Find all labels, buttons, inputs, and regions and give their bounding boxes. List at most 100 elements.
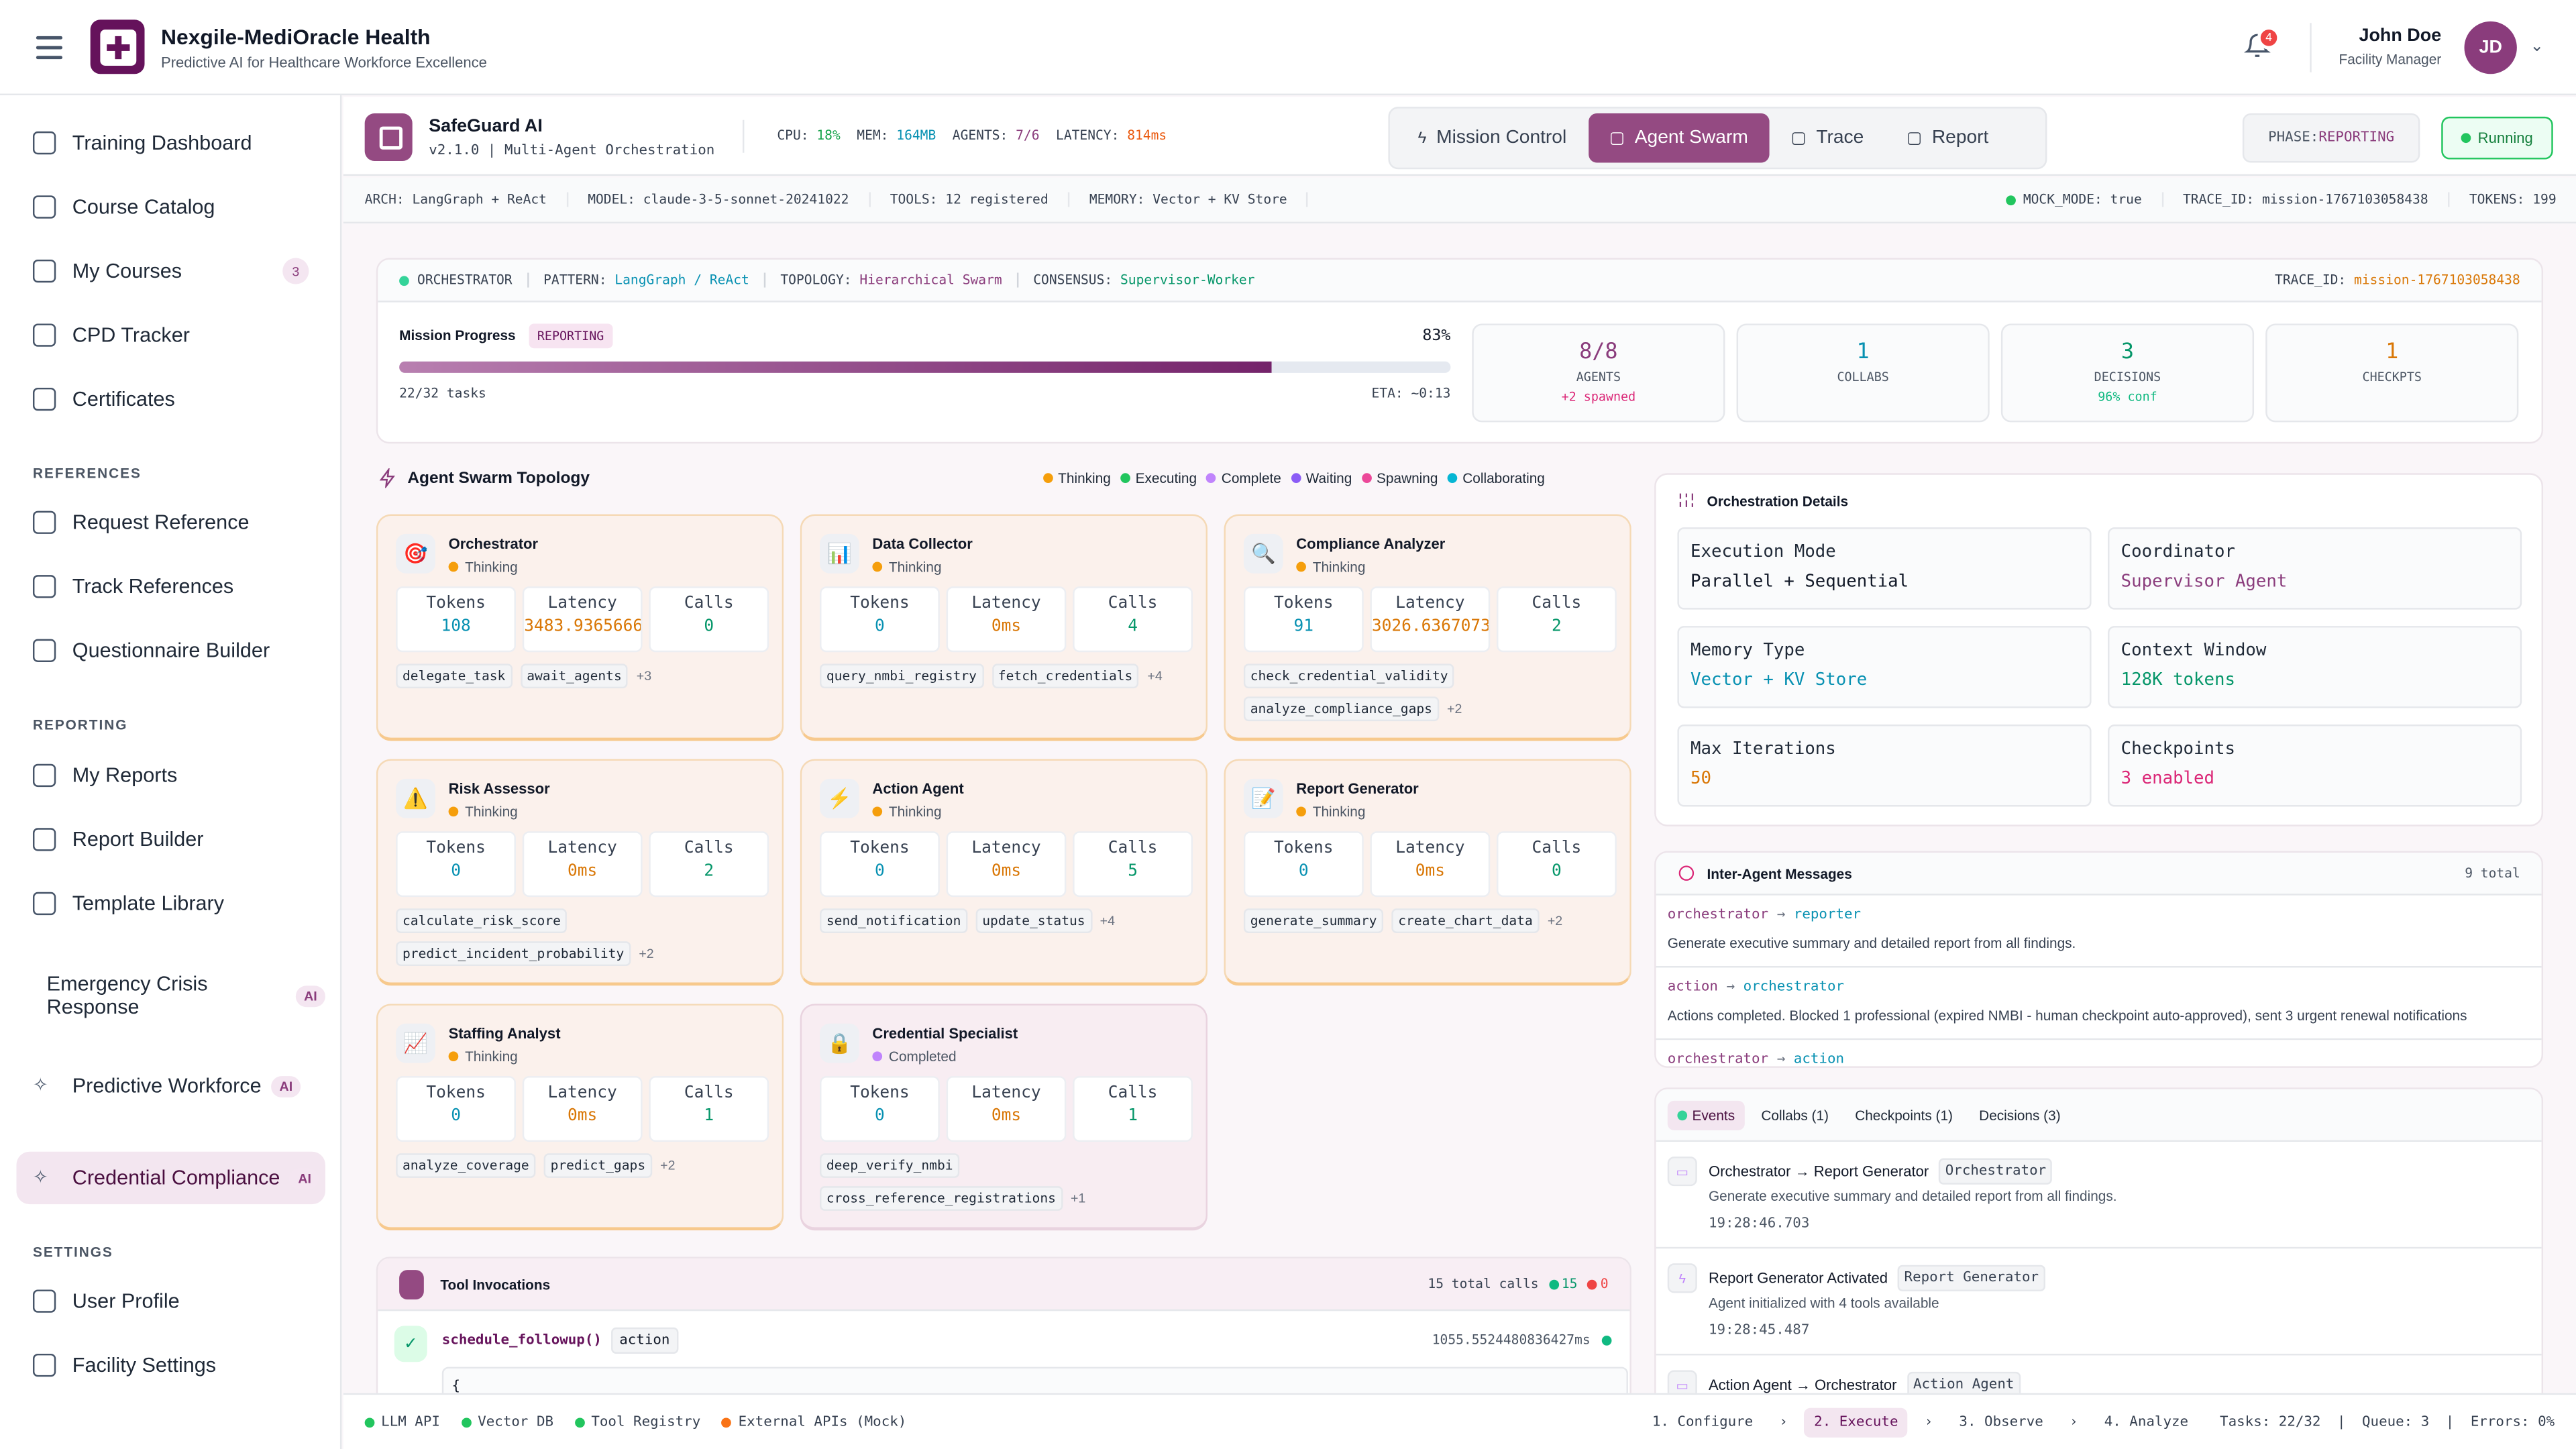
tab-report[interactable]: ▢ Report: [1885, 113, 2010, 162]
sidebar-item[interactable]: ✧ Predictive Workforce AI: [16, 1060, 325, 1112]
tool-chip[interactable]: send_notification: [820, 908, 968, 934]
tab-mission-control[interactable]: ϟ Mission Control: [1397, 113, 1588, 162]
top-bar: Nexgile-MediOracle Health Predictive AI f…: [0, 0, 2576, 96]
tool-chip[interactable]: delegate_task: [396, 663, 513, 689]
sidebar-item-label: User Profile: [72, 1289, 180, 1313]
agent-icon: 🔍: [1243, 533, 1283, 574]
orchestrator-meta: ORCHESTRATOR PATTERN: LangGraph / ReAct …: [378, 259, 2542, 303]
agent-card[interactable]: ⚠️ Risk Assessor Thinking Tokens 0 Latency…: [376, 759, 784, 986]
sidebar-item[interactable]: Facility Settings: [16, 1339, 325, 1391]
message-item[interactable]: orchestrator → action: [1656, 1040, 2542, 1066]
sidebar-item[interactable]: Course Catalog: [16, 180, 325, 233]
sidebar-item[interactable]: CPD Tracker: [16, 309, 325, 361]
sidebar-item-label: Request Reference: [72, 511, 250, 534]
tool-chip[interactable]: create_chart_data: [1391, 908, 1540, 934]
agent-card[interactable]: 🔍 Compliance Analyzer Thinking Tokens 91 L…: [1224, 514, 1631, 741]
tool-chip[interactable]: cross_reference_registrations: [820, 1186, 1063, 1211]
message-item[interactable]: orchestrator → reporter Generate executiv…: [1656, 896, 2542, 968]
tab-label: Mission Control: [1436, 128, 1567, 148]
sidebar-item[interactable]: Emergency Crisis Response AI: [16, 969, 325, 1022]
agent-status: Thinking: [448, 804, 518, 820]
agent-metric-tokens: Tokens 0: [820, 1076, 940, 1142]
agent-card[interactable]: 🔒 Credential Specialist Completed Tokens…: [800, 1004, 1208, 1231]
tools-error-count: 0: [1600, 1276, 1609, 1291]
message-item[interactable]: action → orchestrator Actions completed. …: [1656, 967, 2542, 1040]
more-tools[interactable]: +2: [660, 1158, 676, 1173]
progress-label: Mission Progress: [399, 327, 516, 343]
tool-chip[interactable]: check_credential_validity: [1243, 663, 1455, 689]
agent-metric-calls: Calls 4: [1073, 586, 1193, 653]
tool-chip[interactable]: update_status: [975, 908, 1092, 934]
detail-item: Memory Type Vector + KV Store: [1677, 626, 2092, 708]
tool-chip[interactable]: fetch_credentials: [991, 663, 1140, 689]
agent-card[interactable]: 🎯 Orchestrator Thinking Tokens 108 Latency…: [376, 514, 784, 741]
sidebar-item[interactable]: Template Library: [16, 877, 325, 930]
sidebar-item[interactable]: Request Reference: [16, 496, 325, 549]
agent-card[interactable]: 📝 Report Generator Thinking Tokens 0 Laten…: [1224, 759, 1631, 986]
events-tab[interactable]: Collabs (1): [1761, 1106, 1829, 1123]
tool-chip[interactable]: generate_summary: [1243, 908, 1384, 934]
sidebar-item[interactable]: Certificates: [16, 373, 325, 425]
sidebar: Training Dashboard Course Catalog My Cours…: [0, 95, 342, 1449]
sliders-icon: [1679, 493, 1694, 507]
tool-chip[interactable]: query_nmbi_registry: [820, 663, 983, 689]
sidebar-item[interactable]: My Reports: [16, 749, 325, 802]
workflow-step[interactable]: 1. Configure: [1652, 1413, 1754, 1430]
agent-card[interactable]: ⚡ Action Agent Thinking Tokens 0 Latency 0m…: [800, 759, 1208, 986]
events-tab[interactable]: Events: [1667, 1099, 1745, 1130]
agent-metric-latency: Latency 0ms: [1370, 831, 1491, 898]
tab-agent-swarm[interactable]: ▢ Agent Swarm: [1588, 113, 1770, 163]
tool-chip[interactable]: analyze_coverage: [396, 1153, 536, 1178]
workflow-step[interactable]: 2. Execute: [1804, 1407, 1909, 1437]
agent-icon: ⚠️: [396, 778, 435, 818]
more-tools[interactable]: +1: [1070, 1191, 1086, 1206]
notifications-button[interactable]: 4: [2243, 26, 2281, 62]
sidebar-item[interactable]: Questionnaire Builder: [16, 625, 325, 677]
more-tools[interactable]: +4: [1099, 913, 1115, 928]
sidebar-item[interactable]: User Profile: [16, 1275, 325, 1327]
orchestrator-label: ORCHESTRATOR: [417, 272, 529, 288]
running-status-button[interactable]: Running: [2441, 116, 2553, 160]
sidebar-item[interactable]: ✧ Credential Compliance AI: [16, 1151, 325, 1205]
more-tools[interactable]: +3: [636, 668, 652, 684]
library-icon: [32, 195, 56, 219]
tool-chip[interactable]: predict_gaps: [543, 1153, 652, 1178]
agent-card[interactable]: 📊 Data Collector Thinking Tokens 0 Latency…: [800, 514, 1208, 741]
workflow-step[interactable]: 4. Analyze: [2104, 1413, 2189, 1430]
stat-card: 1 COLLABS: [1736, 323, 1990, 423]
avatar[interactable]: JD: [2464, 21, 2517, 74]
footer-errors: Errors: 0%: [2470, 1413, 2555, 1430]
message-icon: ▭: [1667, 1157, 1697, 1187]
stat-extra: 96% conf: [2098, 389, 2157, 405]
agent-status: Thinking: [1296, 559, 1365, 575]
sidebar-item[interactable]: My Courses 3: [16, 245, 325, 297]
tool-chip[interactable]: predict_incident_probability: [396, 941, 631, 967]
app-title: Nexgile-MediOracle Health: [161, 23, 431, 49]
event-item[interactable]: ϟ Report Generator Activated Report Genera…: [1656, 1248, 2542, 1356]
more-tools[interactable]: +2: [1447, 701, 1462, 716]
more-tools[interactable]: +4: [1147, 668, 1163, 684]
events-tab[interactable]: Decisions (3): [1979, 1106, 2061, 1123]
more-tools[interactable]: +2: [1547, 913, 1563, 928]
event-item[interactable]: ▭ Orchestrator → Report Generator Orchestr…: [1656, 1142, 2542, 1249]
sidebar-item[interactable]: Track References: [16, 560, 325, 612]
tab-trace[interactable]: ▢ Trace: [1770, 113, 1886, 162]
sidebar-item[interactable]: Training Dashboard: [16, 117, 325, 169]
workflow-step[interactable]: 3. Observe: [1959, 1413, 2043, 1430]
chevron-right-icon: ›: [1924, 1413, 1933, 1430]
tool-chip[interactable]: analyze_compliance_gaps: [1243, 696, 1439, 722]
more-tools[interactable]: +2: [639, 946, 654, 961]
menu-icon[interactable]: [36, 35, 63, 58]
agent-app-title: SafeGuard AI: [429, 116, 543, 137]
user-info[interactable]: John Doe Facility Manager: [2339, 26, 2441, 67]
sidebar-item[interactable]: Report Builder: [16, 813, 325, 865]
sidebar-item-label: Credential Compliance: [72, 1166, 280, 1190]
tool-chip[interactable]: await_agents: [520, 663, 629, 689]
chevron-down-icon[interactable]: ⌄: [2530, 38, 2544, 56]
sidebar-item-label: My Reports: [72, 763, 178, 788]
tool-chip[interactable]: deep_verify_nmbi: [820, 1153, 960, 1178]
events-tab[interactable]: Checkpoints (1): [1855, 1106, 1953, 1123]
messages-total: 9 total: [2465, 865, 2520, 881]
tool-chip[interactable]: calculate_risk_score: [396, 908, 568, 934]
agent-card[interactable]: 📈 Staffing Analyst Thinking Tokens 0 Laten…: [376, 1004, 784, 1231]
